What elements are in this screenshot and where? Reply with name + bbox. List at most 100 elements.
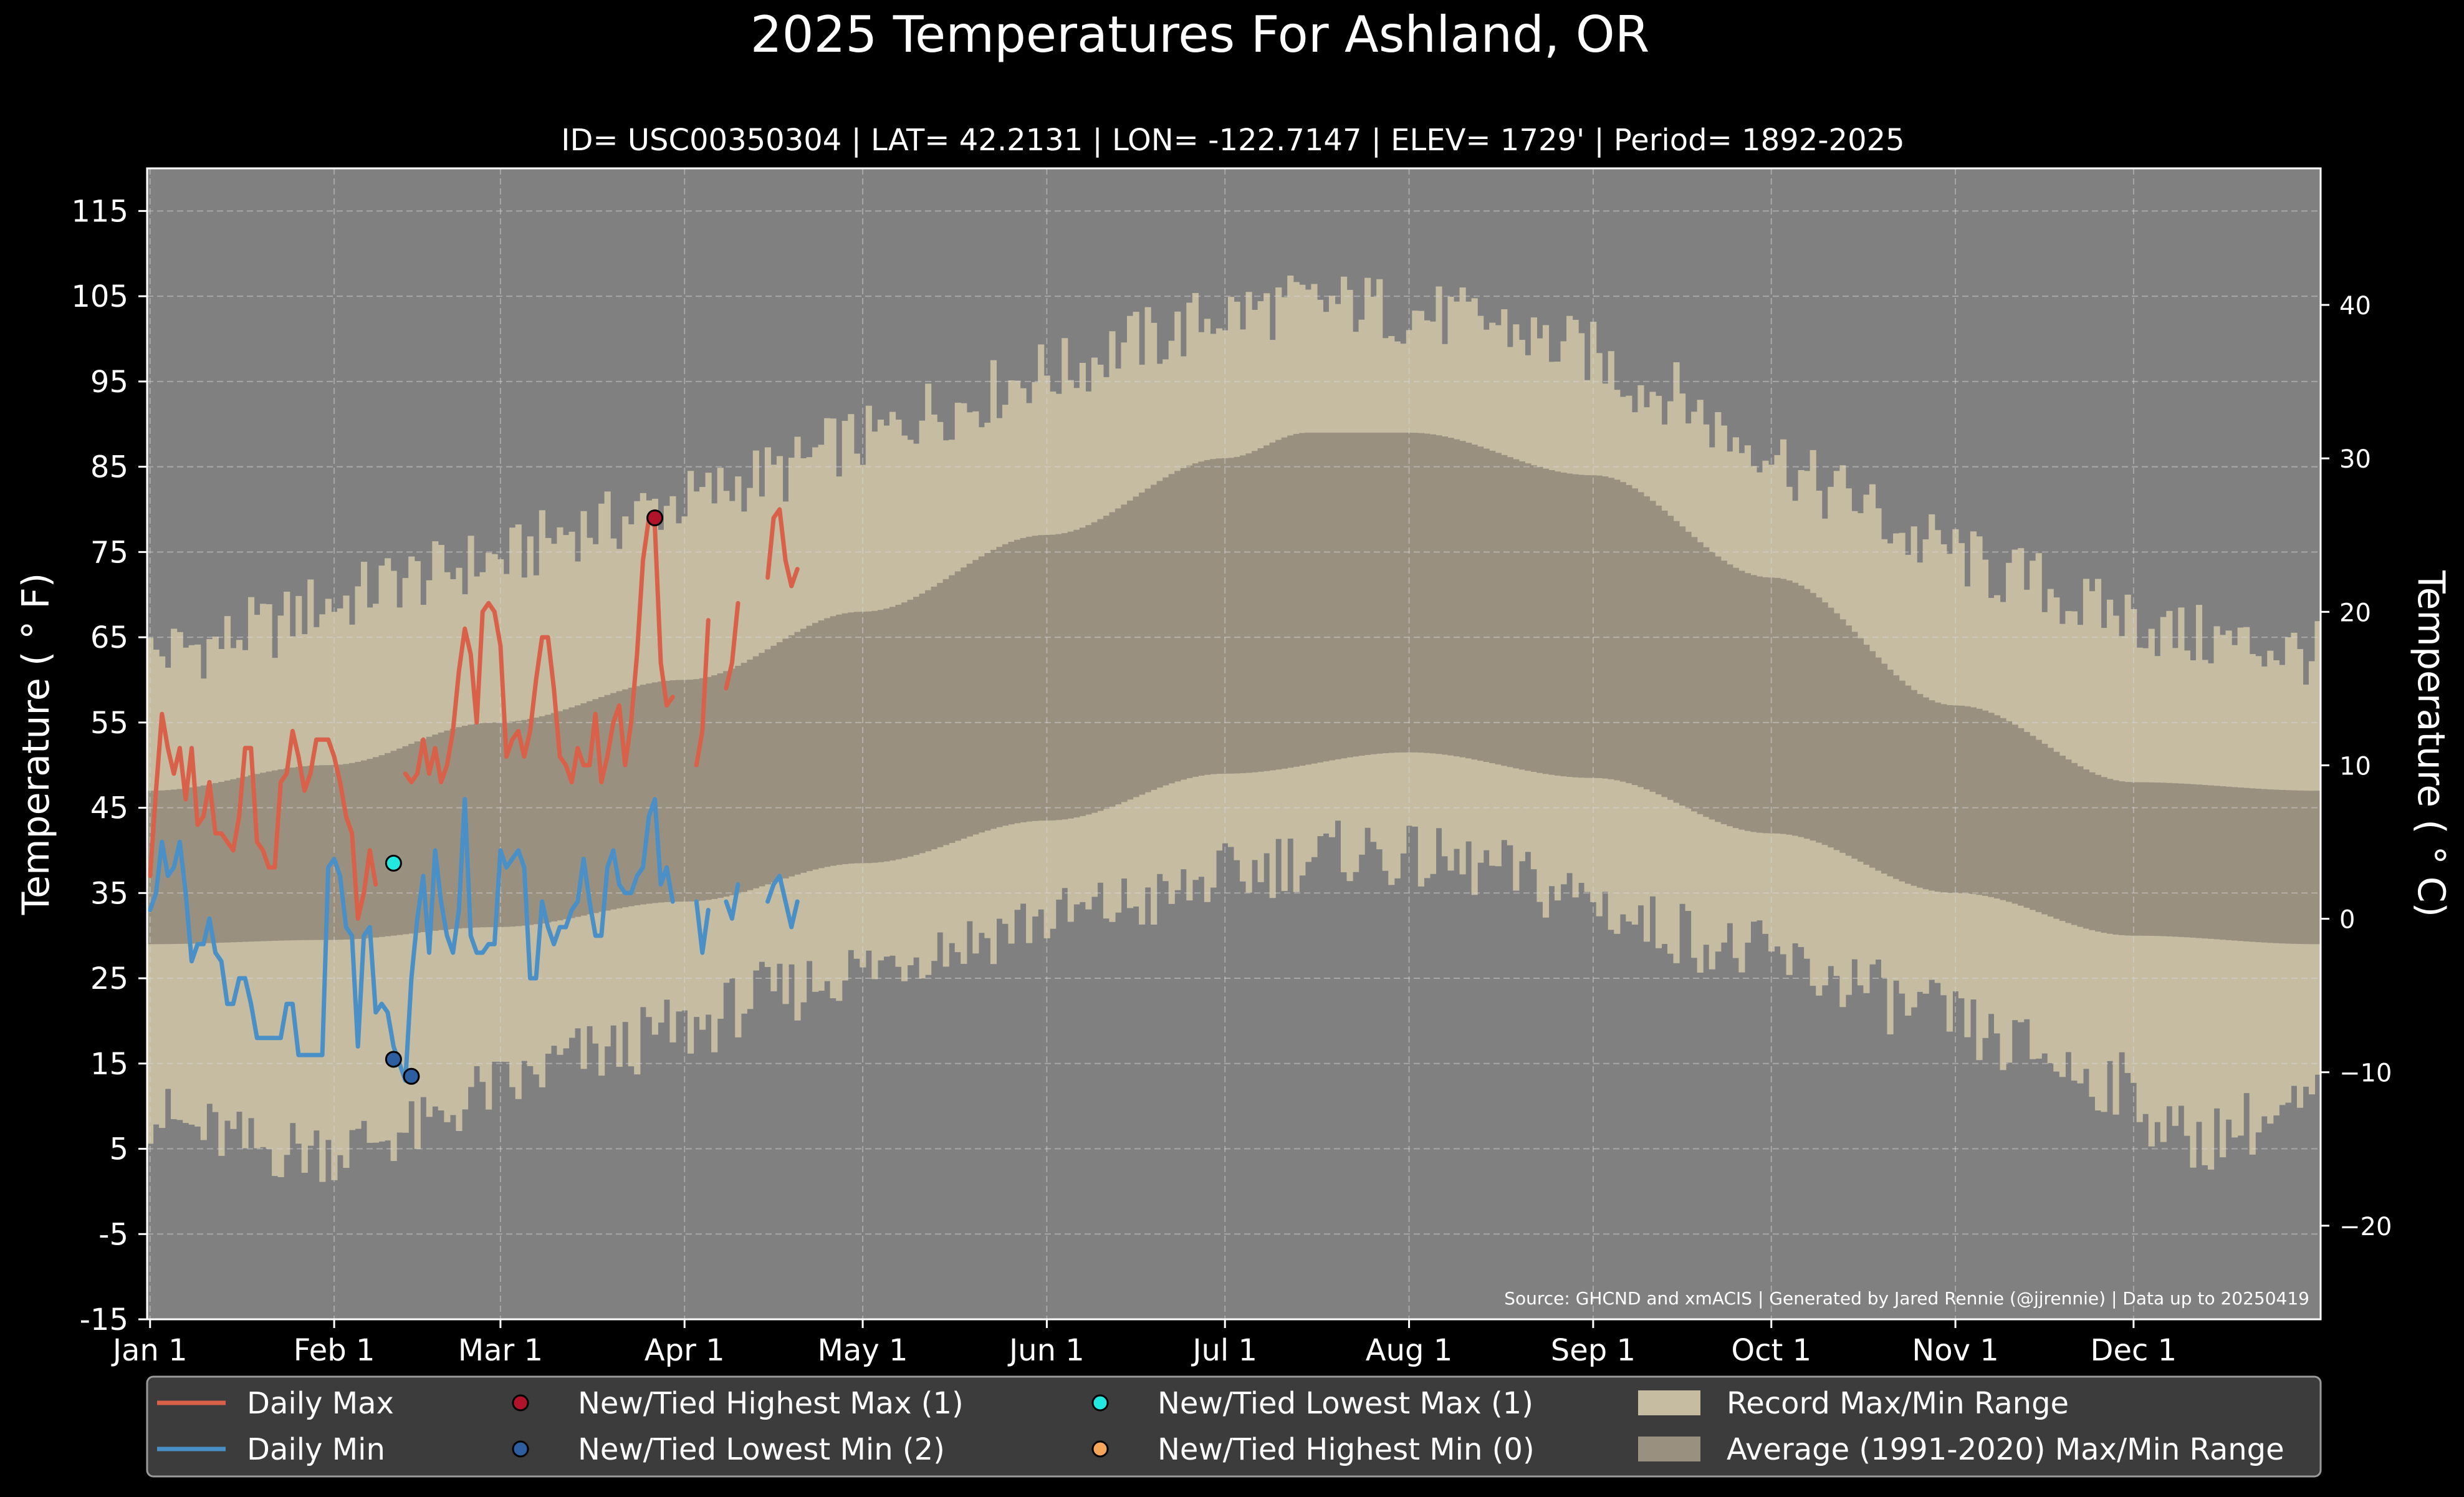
average-range-bar xyxy=(812,623,819,870)
average-range-bar xyxy=(693,679,700,902)
average-range-bar xyxy=(2112,780,2119,935)
y-tick-label-left: 15 xyxy=(90,1047,128,1082)
legend-label: New/Tied Highest Min (0) xyxy=(1158,1432,1535,1467)
y-tick-label-left: 45 xyxy=(90,791,128,826)
average-range-bar xyxy=(1328,432,1336,761)
average-range-bar xyxy=(1127,500,1134,800)
average-range-bar xyxy=(266,771,272,941)
average-range-bar xyxy=(224,780,231,943)
y-axis-label-left: Temperature ( ° F) xyxy=(14,573,58,916)
average-range-bar xyxy=(913,597,920,855)
average-range-bar xyxy=(159,790,166,945)
daily-max-line xyxy=(765,507,800,589)
y-tick-label-left: 85 xyxy=(90,450,128,485)
average-range-bar xyxy=(360,760,368,939)
y-tick-label-right: −20 xyxy=(2339,1213,2392,1241)
average-range-bar xyxy=(1548,470,1555,775)
average-range-bar xyxy=(1970,707,1977,894)
average-range-bar xyxy=(1287,435,1294,768)
average-range-bar xyxy=(1828,607,1834,848)
average-range-bar xyxy=(1168,474,1175,784)
average-range-bar xyxy=(711,675,718,899)
average-range-bar xyxy=(634,686,641,905)
average-range-bar xyxy=(373,757,380,938)
legend-label: New/Tied Lowest Min (2) xyxy=(578,1432,945,1467)
average-range-bar xyxy=(1780,579,1787,834)
average-range-bar xyxy=(1833,613,1840,850)
average-range-bar xyxy=(1240,455,1247,774)
average-range-bar xyxy=(2071,763,2078,925)
average-range-bar xyxy=(2308,791,2316,945)
average-range-bar xyxy=(1316,432,1324,763)
average-range-bar xyxy=(1513,459,1520,769)
average-range-bar xyxy=(1887,670,1894,877)
average-range-bar xyxy=(610,693,617,910)
average-range-bar xyxy=(2011,724,2018,904)
average-range-bar xyxy=(1293,433,1300,767)
average-range-bar xyxy=(1899,680,1906,882)
average-range-bar xyxy=(1976,708,1983,895)
average-range-bar xyxy=(325,765,332,940)
average-range-bar xyxy=(2154,782,2161,936)
y-tick-label-right: 30 xyxy=(2339,445,2371,474)
average-range-bar xyxy=(236,777,243,942)
average-range-bar xyxy=(1881,663,1888,874)
average-range-bar xyxy=(1994,715,2001,899)
average-range-bar xyxy=(1067,531,1074,819)
average-range-bar xyxy=(183,788,189,944)
legend-patch-swatch xyxy=(1638,1437,1700,1461)
average-range-bar xyxy=(1649,501,1656,792)
average-range-bar xyxy=(1715,556,1722,822)
average-range-bar xyxy=(533,718,540,925)
average-range-bar xyxy=(675,680,683,902)
average-range-bar xyxy=(1917,694,1924,888)
average-range-bar xyxy=(1174,471,1181,782)
average-range-bar xyxy=(1038,535,1045,821)
x-tick-label: Dec 1 xyxy=(2091,1333,2177,1368)
average-range-bar xyxy=(640,685,646,905)
average-range-bar xyxy=(1465,443,1472,759)
average-range-bar xyxy=(1608,478,1614,779)
average-range-bar xyxy=(978,556,985,833)
average-range-bar xyxy=(486,723,492,928)
average-range-bar xyxy=(1631,488,1638,786)
average-range-bar xyxy=(408,744,415,934)
average-range-bar xyxy=(587,701,593,915)
y-tick-label-right: 20 xyxy=(2339,599,2371,627)
y-axis-left: -15 -5 5 15 25 35 45 55 65 75 85 95 105 115 xyxy=(71,194,147,1337)
average-range-bar xyxy=(284,768,290,941)
average-range-bar xyxy=(1744,573,1751,831)
x-tick-label: Oct 1 xyxy=(1731,1333,1811,1368)
average-range-bar xyxy=(759,653,765,887)
average-range-bar xyxy=(1198,461,1205,776)
average-range-bar xyxy=(996,547,1003,827)
average-range-bar xyxy=(1952,705,1959,893)
average-range-bar xyxy=(295,766,302,940)
average-range-bar xyxy=(2006,721,2013,902)
average-range-bar xyxy=(1982,710,1989,896)
plot-area: Source: GHCND and xmACIS | Generated by … xyxy=(146,167,2322,1321)
series-lines xyxy=(148,507,800,1083)
average-range-bar xyxy=(984,552,991,831)
average-range-bar xyxy=(2220,786,2227,940)
average-range-bar xyxy=(1905,685,1912,884)
average-range-bar xyxy=(961,567,967,839)
average-range-bar xyxy=(212,783,219,943)
average-range-bar xyxy=(2136,782,2143,936)
average-range-bar xyxy=(2232,787,2238,941)
average-range-bar xyxy=(1376,432,1383,754)
average-range-bar xyxy=(925,590,932,852)
average-range-bar xyxy=(2030,736,2036,910)
y-tick-label-left: 65 xyxy=(90,620,128,655)
average-range-bar xyxy=(1032,536,1038,821)
average-range-bar xyxy=(474,723,481,928)
average-range-bar xyxy=(2249,788,2256,942)
legend-item: Daily Min xyxy=(157,1432,385,1467)
daily-min-line xyxy=(148,797,800,1083)
average-range-bar xyxy=(1263,445,1270,771)
average-range-bar xyxy=(1227,458,1235,774)
average-range-bar xyxy=(1679,526,1686,806)
average-range-bar xyxy=(254,774,261,941)
average-range-bar xyxy=(307,766,314,940)
average-range-bar xyxy=(1851,632,1858,859)
